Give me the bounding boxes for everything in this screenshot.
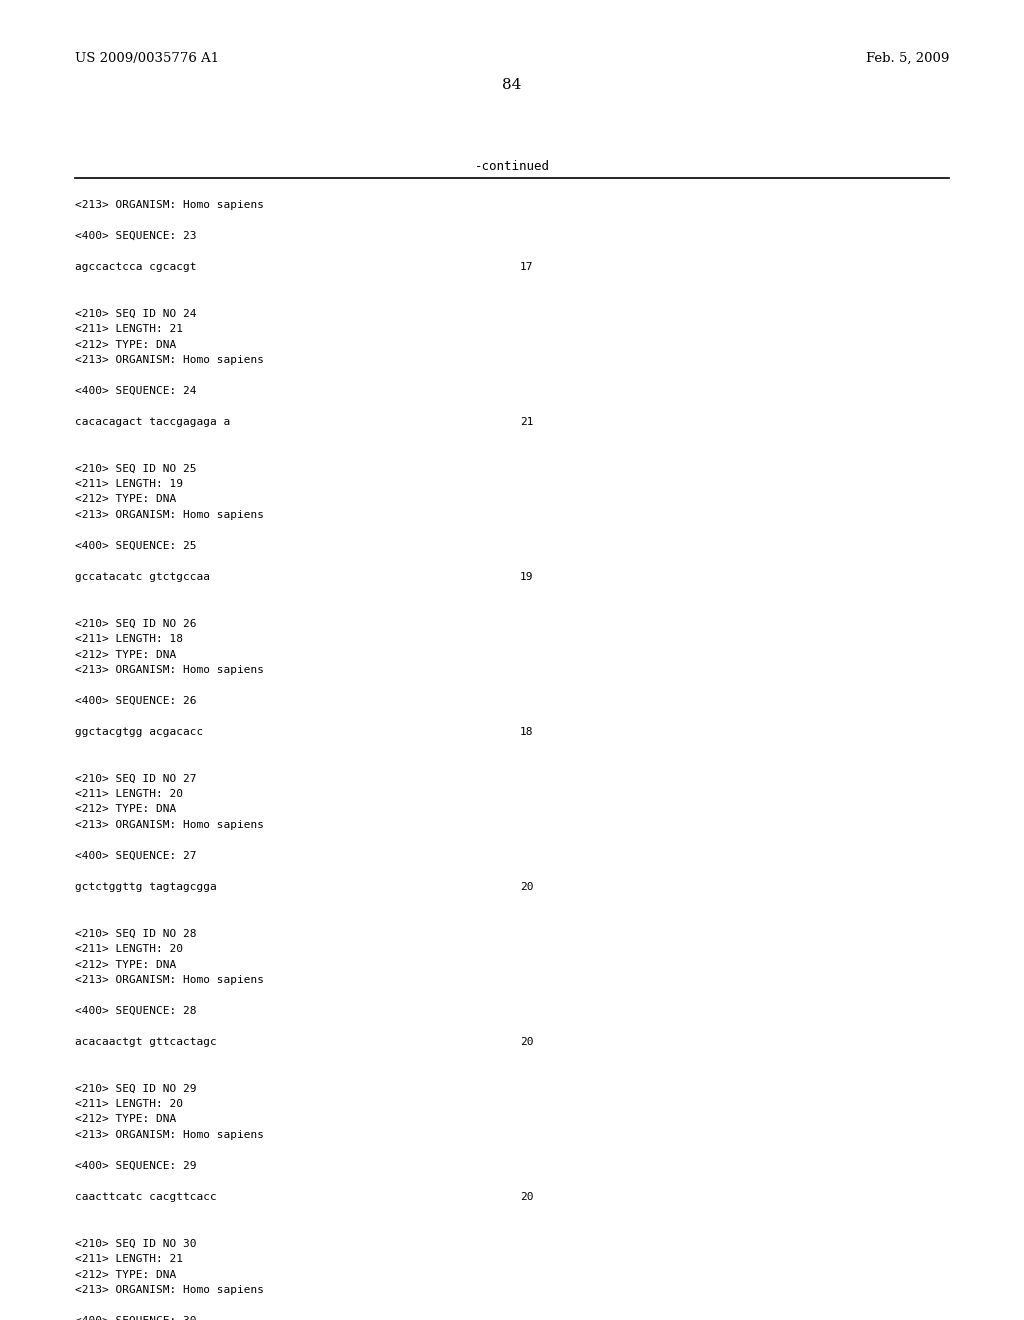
Text: 20: 20 [520, 882, 534, 892]
Text: <213> ORGANISM: Homo sapiens: <213> ORGANISM: Homo sapiens [75, 201, 264, 210]
Text: 18: 18 [520, 727, 534, 737]
Text: <213> ORGANISM: Homo sapiens: <213> ORGANISM: Homo sapiens [75, 820, 264, 830]
Text: <212> TYPE: DNA: <212> TYPE: DNA [75, 495, 176, 504]
Text: <212> TYPE: DNA: <212> TYPE: DNA [75, 1114, 176, 1125]
Text: <210> SEQ ID NO 27: <210> SEQ ID NO 27 [75, 774, 197, 784]
Text: <400> SEQUENCE: 24: <400> SEQUENCE: 24 [75, 385, 197, 396]
Text: <210> SEQ ID NO 30: <210> SEQ ID NO 30 [75, 1238, 197, 1249]
Text: <400> SEQUENCE: 25: <400> SEQUENCE: 25 [75, 541, 197, 550]
Text: <211> LENGTH: 21: <211> LENGTH: 21 [75, 1254, 183, 1265]
Text: <212> TYPE: DNA: <212> TYPE: DNA [75, 1270, 176, 1279]
Text: <211> LENGTH: 20: <211> LENGTH: 20 [75, 1100, 183, 1109]
Text: <213> ORGANISM: Homo sapiens: <213> ORGANISM: Homo sapiens [75, 355, 264, 366]
Text: <212> TYPE: DNA: <212> TYPE: DNA [75, 960, 176, 969]
Text: 84: 84 [503, 78, 521, 92]
Text: <400> SEQUENCE: 28: <400> SEQUENCE: 28 [75, 1006, 197, 1016]
Text: caacttcatc cacgttcacc: caacttcatc cacgttcacc [75, 1192, 217, 1203]
Text: <400> SEQUENCE: 29: <400> SEQUENCE: 29 [75, 1162, 197, 1171]
Text: <210> SEQ ID NO 28: <210> SEQ ID NO 28 [75, 928, 197, 939]
Text: <210> SEQ ID NO 25: <210> SEQ ID NO 25 [75, 463, 197, 474]
Text: <211> LENGTH: 18: <211> LENGTH: 18 [75, 634, 183, 644]
Text: US 2009/0035776 A1: US 2009/0035776 A1 [75, 51, 219, 65]
Text: <400> SEQUENCE: 23: <400> SEQUENCE: 23 [75, 231, 197, 242]
Text: 19: 19 [520, 572, 534, 582]
Text: 17: 17 [520, 261, 534, 272]
Text: <213> ORGANISM: Homo sapiens: <213> ORGANISM: Homo sapiens [75, 510, 264, 520]
Text: <213> ORGANISM: Homo sapiens: <213> ORGANISM: Homo sapiens [75, 1130, 264, 1140]
Text: <400> SEQUENCE: 30: <400> SEQUENCE: 30 [75, 1316, 197, 1320]
Text: <212> TYPE: DNA: <212> TYPE: DNA [75, 339, 176, 350]
Text: <211> LENGTH: 19: <211> LENGTH: 19 [75, 479, 183, 488]
Text: <213> ORGANISM: Homo sapiens: <213> ORGANISM: Homo sapiens [75, 1284, 264, 1295]
Text: <211> LENGTH: 20: <211> LENGTH: 20 [75, 789, 183, 799]
Text: <400> SEQUENCE: 26: <400> SEQUENCE: 26 [75, 696, 197, 706]
Text: <212> TYPE: DNA: <212> TYPE: DNA [75, 649, 176, 660]
Text: <210> SEQ ID NO 24: <210> SEQ ID NO 24 [75, 309, 197, 318]
Text: 20: 20 [520, 1192, 534, 1203]
Text: acacaactgt gttcactagc: acacaactgt gttcactagc [75, 1038, 217, 1047]
Text: <213> ORGANISM: Homo sapiens: <213> ORGANISM: Homo sapiens [75, 975, 264, 985]
Text: -continued: -continued [474, 160, 550, 173]
Text: <211> LENGTH: 20: <211> LENGTH: 20 [75, 944, 183, 954]
Text: <212> TYPE: DNA: <212> TYPE: DNA [75, 804, 176, 814]
Text: gccatacatc gtctgccaa: gccatacatc gtctgccaa [75, 572, 210, 582]
Text: <210> SEQ ID NO 26: <210> SEQ ID NO 26 [75, 619, 197, 628]
Text: ggctacgtgg acgacacc: ggctacgtgg acgacacc [75, 727, 203, 737]
Text: <210> SEQ ID NO 29: <210> SEQ ID NO 29 [75, 1084, 197, 1093]
Text: agccactcca cgcacgt: agccactcca cgcacgt [75, 261, 197, 272]
Text: 20: 20 [520, 1038, 534, 1047]
Text: Feb. 5, 2009: Feb. 5, 2009 [865, 51, 949, 65]
Text: 21: 21 [520, 417, 534, 426]
Text: gctctggttg tagtagcgga: gctctggttg tagtagcgga [75, 882, 217, 892]
Text: cacacagact taccgagaga a: cacacagact taccgagaga a [75, 417, 230, 426]
Text: <211> LENGTH: 21: <211> LENGTH: 21 [75, 323, 183, 334]
Text: <213> ORGANISM: Homo sapiens: <213> ORGANISM: Homo sapiens [75, 665, 264, 675]
Text: <400> SEQUENCE: 27: <400> SEQUENCE: 27 [75, 851, 197, 861]
